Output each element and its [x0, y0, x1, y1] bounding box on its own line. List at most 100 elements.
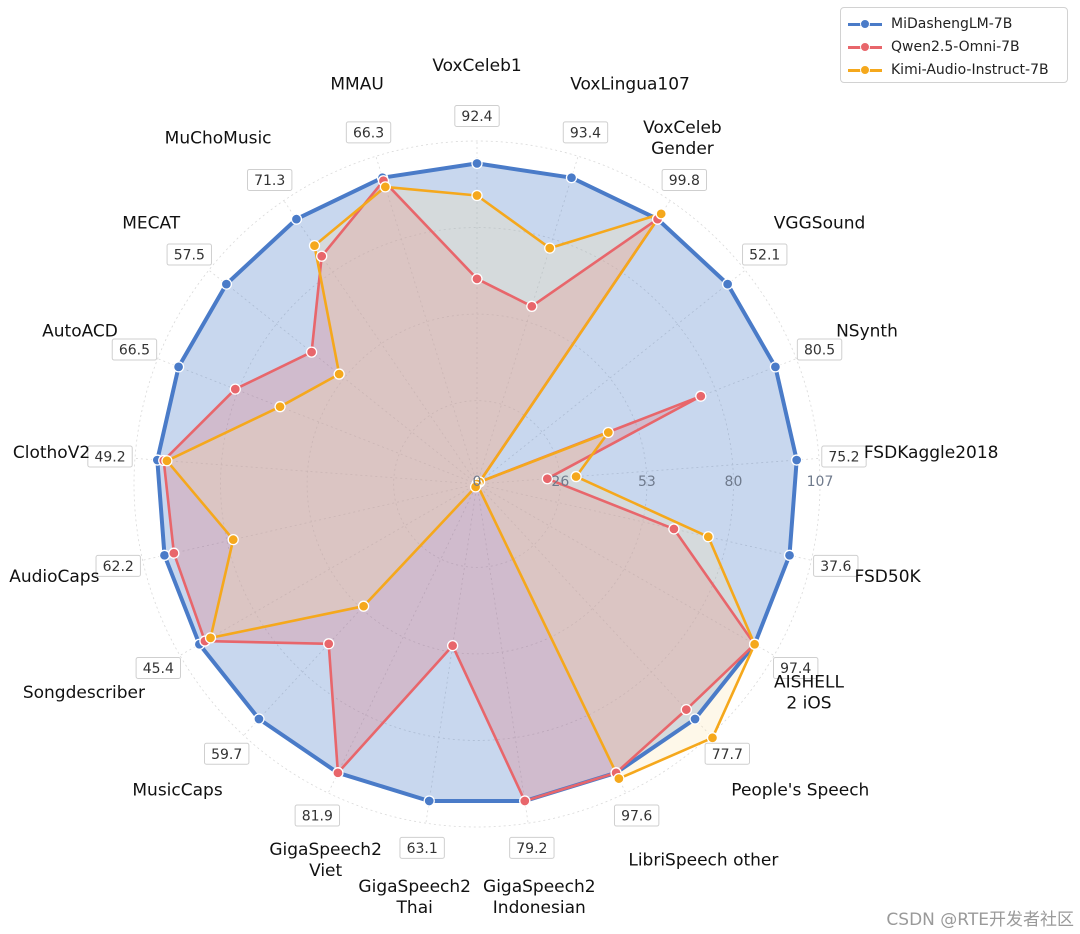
series-point-2 — [706, 732, 719, 744]
max-value-box — [399, 836, 445, 859]
max-value-label: 77.7 — [712, 747, 743, 763]
series-area-2 — [166, 186, 755, 779]
grid-spoke — [134, 457, 478, 485]
series-point-1 — [541, 473, 553, 485]
legend-item-midashenglm: MiDashengLM-7B — [847, 12, 1067, 35]
axis-label: VGGSound — [774, 213, 866, 233]
series-point-0 — [423, 795, 435, 807]
series-point-1 — [519, 795, 531, 807]
grid-spoke — [327, 483, 478, 794]
max-value-label: 80.5 — [804, 343, 835, 359]
axis-label: 2 iOS — [786, 694, 831, 714]
grid-spoke — [476, 457, 820, 485]
legend-swatch-qwen — [847, 41, 883, 53]
max-value-label: 59.7 — [211, 747, 242, 763]
radial-tick-label: 53 — [638, 474, 656, 490]
max-value-label: 66.5 — [119, 343, 150, 359]
axis-label: Indonesian — [493, 898, 586, 918]
max-value-box — [166, 243, 212, 266]
series-point-0 — [220, 278, 233, 290]
axis-label: VoxCeleb1 — [432, 56, 521, 76]
legend-label-midashenglm: MiDashengLM-7B — [891, 15, 1013, 32]
grid-spoke — [476, 483, 775, 656]
series-point-2 — [570, 470, 582, 483]
max-value-box — [111, 338, 158, 361]
max-value-box — [294, 804, 341, 827]
max-value-label: 63.1 — [407, 841, 438, 857]
grid-spoke — [157, 358, 478, 485]
max-value-label: 97.4 — [780, 661, 811, 677]
series-point-0 — [158, 549, 171, 561]
max-value-box — [95, 554, 141, 577]
max-value-box — [742, 243, 788, 266]
axis-label: AutoACD — [42, 321, 118, 341]
legend-swatch-midashenglm — [847, 18, 883, 30]
max-value-box — [562, 121, 609, 144]
max-value-label: 57.5 — [174, 248, 205, 264]
max-value-box — [796, 338, 843, 361]
max-value-box — [772, 657, 819, 679]
axis-label: VoxCeleb — [643, 118, 722, 138]
max-value-box — [821, 445, 867, 468]
max-value-label: 49.2 — [94, 449, 125, 465]
grid-circle — [133, 140, 821, 828]
axis-label: VoxLingua107 — [570, 75, 690, 95]
legend-item-qwen: Qwen2.5-Omni-7B — [847, 35, 1067, 58]
legend-swatch-kimi — [847, 64, 883, 76]
series-point-0 — [783, 549, 796, 561]
series-point-1 — [680, 703, 692, 716]
axis-label: MuChoMusic — [165, 129, 272, 149]
radial-tick-label: 26 — [551, 474, 569, 490]
series-point-0 — [471, 157, 483, 170]
series-point-2 — [602, 426, 614, 439]
max-value-label: 81.9 — [302, 809, 333, 825]
series-point-2 — [204, 632, 217, 644]
series-point-2 — [161, 455, 173, 467]
axis-label: AISHELL — [774, 673, 844, 693]
axis-label: AudioCaps — [9, 567, 99, 587]
axis-label: FSDKaggle2018 — [864, 443, 999, 463]
legend-label-qwen: Qwen2.5-Omni-7B — [891, 38, 1020, 55]
max-value-label: 93.4 — [570, 125, 601, 141]
max-value-box — [135, 657, 182, 679]
series-point-1 — [695, 390, 707, 402]
series-point-0 — [791, 454, 803, 466]
radial-tick-label: 0 — [473, 474, 482, 490]
series-line-0 — [155, 161, 799, 803]
max-value-label: 62.2 — [103, 559, 134, 575]
axis-label: Gender — [651, 139, 714, 159]
series-point-2 — [613, 772, 625, 785]
series-point-0 — [565, 172, 578, 184]
max-value-box — [704, 742, 751, 765]
max-value-box — [509, 836, 555, 859]
axis-label: MECAT — [122, 213, 181, 233]
grid-spoke — [476, 483, 711, 736]
grid-spoke — [142, 483, 478, 561]
max-value-label: 45.4 — [143, 661, 174, 677]
series-point-2 — [469, 481, 482, 493]
max-value-label: 66.3 — [353, 125, 384, 141]
series-area-1 — [163, 180, 755, 801]
max-value-box — [454, 105, 500, 127]
max-value-label: 52.1 — [749, 248, 780, 264]
series-point-2 — [471, 189, 483, 202]
series-point-1 — [668, 523, 680, 535]
series-point-2 — [748, 638, 761, 650]
axis-label: ClothoV2 — [13, 443, 90, 463]
max-value-label: 97.6 — [621, 809, 652, 825]
axis-label: FSD50K — [855, 567, 922, 587]
grid-spoke — [476, 483, 812, 561]
max-value-box — [813, 554, 859, 577]
series-point-1 — [168, 547, 180, 559]
max-value-box — [246, 168, 293, 191]
grid-spoke — [476, 156, 579, 485]
series-point-1 — [305, 346, 318, 358]
max-value-label: 92.4 — [461, 109, 492, 125]
axis-label: Viet — [309, 861, 342, 881]
series-point-1 — [526, 300, 538, 312]
series-point-0 — [689, 713, 701, 725]
grid-spoke — [179, 483, 478, 656]
max-value-label: 71.3 — [254, 173, 285, 189]
radial-tick-label: 80 — [725, 474, 743, 490]
